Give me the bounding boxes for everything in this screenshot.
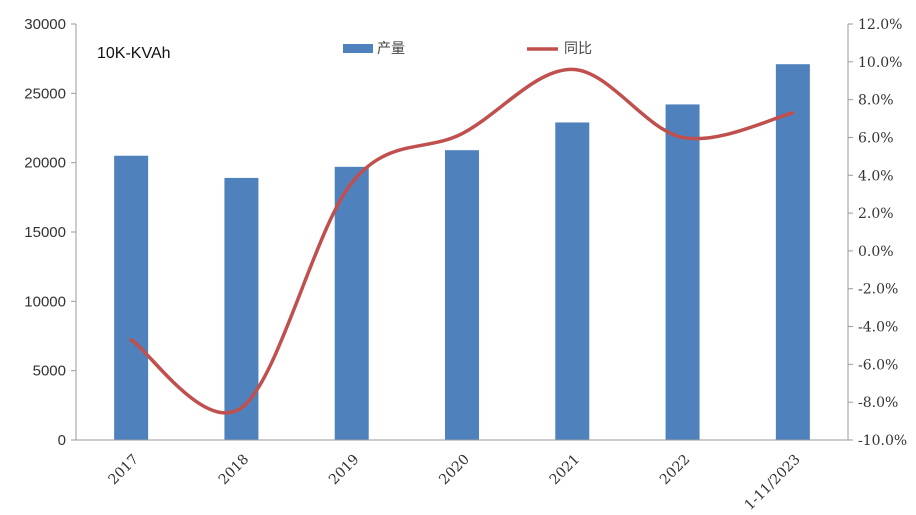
left-tick-label: 0 xyxy=(58,432,66,449)
right-tick-label: 6.0% xyxy=(858,130,894,146)
x-tick-label: 2017 xyxy=(105,452,142,489)
right-y-axis: -10.0% -8.0% -6.0% -4.0% -2.0% 0.0% 2.0% 4.0% 6.… xyxy=(847,17,907,449)
production-bars xyxy=(114,64,810,441)
right-tick-label: 0.0% xyxy=(858,244,894,260)
yoy-line xyxy=(129,67,795,415)
left-tick-label: 30000 xyxy=(24,16,66,33)
bar xyxy=(665,104,700,440)
right-tick-label: 8.0% xyxy=(858,93,894,109)
left-tick-label: 20000 xyxy=(24,155,66,172)
bar xyxy=(334,166,369,440)
right-tick-label: -2.0% xyxy=(858,282,898,298)
right-tick-label: -4.0% xyxy=(858,320,898,336)
x-tick-label: 2019 xyxy=(326,452,363,489)
x-tick-label: 2022 xyxy=(657,452,694,489)
right-tick-label: 12.0% xyxy=(858,17,902,33)
bar xyxy=(445,150,479,441)
x-tick-label: 2020 xyxy=(436,452,473,489)
left-tick-label: 10000 xyxy=(24,293,66,310)
bar xyxy=(775,64,810,441)
left-tick-label: 25000 xyxy=(24,85,66,102)
right-tick-label: -6.0% xyxy=(858,357,898,373)
left-y-axis: 0 5000 10000 15000 20000 25000 30000 xyxy=(24,16,77,449)
legend-bar-swatch xyxy=(343,44,373,53)
right-tick-label: -8.0% xyxy=(858,395,898,411)
left-tick-label: 15000 xyxy=(24,224,66,241)
bar xyxy=(114,155,149,440)
legend-line-label: 同比 xyxy=(564,41,592,57)
left-tick-label: 5000 xyxy=(33,363,66,380)
legend: 产量 同比 xyxy=(343,41,592,57)
right-tick-label: 10.0% xyxy=(858,55,902,71)
unit-label: 10K-KVAh xyxy=(97,45,171,62)
right-tick-label: -10.0% xyxy=(858,433,907,449)
right-tick-label: 2.0% xyxy=(858,206,894,222)
x-axis: 2017 2018 2019 2020 2021 2022 1-11/2023 xyxy=(76,439,848,514)
bar xyxy=(555,122,590,440)
right-tick-label: 4.0% xyxy=(858,168,894,184)
bar xyxy=(224,177,259,441)
x-tick-label: 2021 xyxy=(547,452,584,489)
legend-bar-label: 产量 xyxy=(377,41,405,57)
x-tick-label: 1-11/2023 xyxy=(742,452,804,514)
x-tick-label: 2018 xyxy=(216,452,253,489)
